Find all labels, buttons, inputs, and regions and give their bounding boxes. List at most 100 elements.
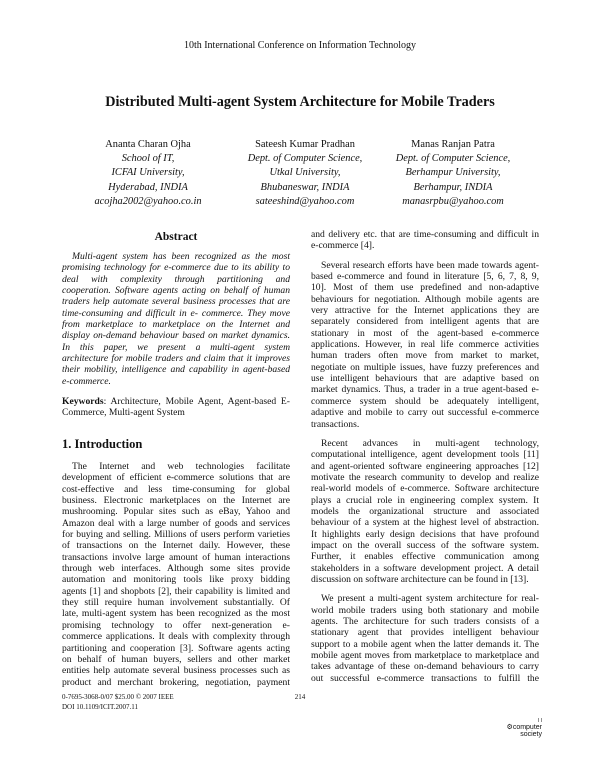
conference-header: 10th International Conference on Informa… [183, 40, 417, 51]
text-line: traders help automate several business p… [62, 296, 290, 308]
author-affiliation: Berhampur, INDIA [413, 181, 493, 193]
keywords-line: : Architecture, Mobile Agent, Agent-base… [103, 396, 290, 407]
text-line: deal with complexity through partitionin… [62, 273, 290, 285]
text-line: mushrooming. Popular sites such as eBay,… [62, 506, 290, 518]
text-line: In this paper, we present a multi-agent … [62, 341, 290, 353]
text-line: display on-demand behaviour based on mar… [62, 330, 290, 342]
text-line: 10]. Most of them use predefined and non… [311, 282, 539, 294]
computer-society-logo: I I ⚙computer society [490, 718, 542, 738]
text-line: behaviours for negotiation. Although mob… [311, 293, 539, 305]
text-line: very attractive for the Internet applica… [311, 305, 539, 317]
paragraph: We present a multi-agent system architec… [311, 593, 539, 684]
text-line: use intelligent behaviours that are adap… [311, 373, 539, 385]
text-line: agents [1] and shopbots [2], their capab… [62, 585, 290, 597]
text-line: market dynamics. Thus, a trader in a tru… [311, 384, 539, 396]
author-affiliation: Dept. of Computer Science, [395, 153, 511, 165]
text-line: late, multi-agent system has been recogn… [62, 608, 290, 620]
text-line: plays a crucial role in engineering comp… [311, 494, 539, 506]
text-line: computational intelligence, agent develo… [311, 449, 539, 461]
text-line: stationary in most of the agent-based e-… [311, 327, 539, 339]
text-line: of transactions on the Internet daily. H… [62, 540, 290, 552]
text-line: world mobile traders using both stationa… [311, 604, 539, 616]
text-line: time-consuming and difficult in e- comme… [62, 307, 290, 319]
text-line: stakeholders in a software development p… [311, 562, 539, 574]
text-line: and agent-oriented software engineering … [311, 460, 539, 472]
text-line: real-world models of e-commerce. Softwar… [311, 483, 539, 495]
author-affiliation: Bhubaneswar, INDIA [260, 181, 350, 193]
paragraph: Several research efforts have been made … [311, 260, 539, 430]
abstract-body: Multi-agent system has been recognized a… [62, 251, 290, 387]
text-line: models the organizational structure and … [311, 505, 539, 517]
paragraph: Multi-agent system has been recognized a… [62, 251, 290, 387]
text-line: partitioning and cooperation [3]. Softwa… [62, 642, 290, 654]
footer-isbn: 0-7695-3068-0/07 $25.00 © 2007 IEEE [62, 693, 174, 701]
author-affiliation: ICFAI University, [111, 167, 185, 179]
text-line: cost-effective and less time-consuming f… [62, 483, 290, 495]
footer-doi: DOI 10.1109/ICIT.2007.11 [62, 703, 138, 711]
text-line: stationary agent that provides intellige… [311, 627, 539, 639]
author-name: Sateesh Kumar Pradhan [255, 139, 355, 150]
abstract-heading: Abstract [154, 231, 198, 243]
paragraph: The Internet and web technologies facili… [62, 461, 290, 688]
author-email[interactable]: acojha2002@yahoo.co.in [94, 195, 202, 207]
author-email[interactable]: manasrpbu@yahoo.com [402, 195, 504, 207]
text-line: Multi-agent system has been recognized a… [72, 251, 290, 262]
text-line: they still require human involvement sub… [62, 597, 290, 609]
text-line: mobile agent moves from marketplace to m… [311, 650, 539, 662]
footer-left: 0-7695-3068-0/07 $25.00 © 2007 IEEE DOI … [62, 692, 174, 712]
text-line: separately considered from intelligent a… [311, 316, 539, 328]
author-email[interactable]: sateeshind@yahoo.com [255, 195, 355, 207]
text-line: from marketplace to marketplace on the I… [62, 319, 290, 331]
gear-icon: ⚙ [506, 724, 513, 731]
introduction-right-column: and delivery etc. that are time-consumin… [311, 229, 539, 684]
text-line: e-commerce. [62, 375, 111, 387]
text-line: business. Electronic marketplaces on the… [62, 495, 290, 507]
text-line: commerce applications. It deals with com… [62, 631, 290, 643]
logo-word: computer [512, 724, 542, 731]
page-number: 214 [294, 693, 306, 701]
author-block: Ananta Charan Ojha School of IT, ICFAI Uni… [63, 138, 233, 209]
text-line: transactions involve large amount of hum… [62, 551, 290, 563]
author-block: Sateesh Kumar Pradhan Dept. of Computer S… [220, 138, 390, 209]
keywords-line: Commerce, Multi-agent System [62, 407, 185, 419]
text-line: human traders often move from market to … [311, 350, 539, 362]
text-line: their mobility, intelligence and capabil… [62, 364, 290, 376]
paper-title: Distributed Multi-agent System Architect… [105, 94, 495, 110]
text-line: discussion on software architecture can … [311, 573, 529, 585]
text-line: e-commerce [4]. [311, 240, 375, 252]
text-line: product and merchant brokering, negotiat… [62, 676, 290, 688]
author-affiliation: Hyderabad, INDIA [108, 181, 188, 193]
author-block: Manas Ranjan Patra Dept. of Computer Scie… [368, 138, 538, 209]
text-line: for buying and selling. Millions of user… [62, 529, 290, 541]
author-name: Ananta Charan Ojha [105, 139, 191, 150]
text-line: entities help automate several business … [62, 665, 290, 677]
text-line: transactions. [311, 418, 360, 430]
text-line: Recent advances in multi-agent technolog… [321, 437, 539, 449]
text-line: on behalf of human buyers, sellers and o… [62, 653, 290, 665]
text-line: Amazon deal with a large number of goods… [62, 517, 290, 529]
paragraph: and delivery etc. that are time-consumin… [311, 229, 539, 252]
introduction-left-column: The Internet and web technologies facili… [62, 461, 290, 688]
text-line: behaviour of a system at the highest lev… [311, 517, 539, 529]
text-line: The Internet and web technologies facili… [72, 461, 290, 472]
text-line: Further, it enables effective communicat… [311, 551, 539, 563]
text-line: promising technology to offer next-gener… [62, 619, 290, 631]
text-line: agents. The architecture for such trader… [311, 616, 539, 627]
author-affiliation: Berhampur University, [405, 167, 501, 179]
text-line: motivate the research community to devel… [311, 471, 539, 483]
text-line: negotiate on multiple issues, have fuzzy… [311, 361, 539, 373]
author-affiliation: School of IT, [121, 153, 175, 165]
text-line: automation and monitoring tools like pro… [62, 574, 290, 586]
text-line: development of efficient e-commerce solu… [62, 472, 290, 484]
text-line: impact on the overall success of the sof… [311, 539, 539, 551]
logo-word: society [520, 731, 542, 738]
text-line: architecture for mobile traders and clai… [62, 353, 290, 365]
text-line: support to a mobile agent when the latte… [311, 638, 539, 650]
text-line: and delivery etc. that are time-consumin… [311, 229, 539, 240]
text-line: cooperation. Software agents acting on b… [62, 285, 290, 297]
text-line: out successful e-commerce transactions t… [311, 672, 539, 684]
author-name: Manas Ranjan Patra [411, 139, 495, 150]
text-line: adaptive and mobile to carry out success… [311, 407, 539, 419]
author-affiliation: Utkal University, [269, 167, 341, 179]
introduction-heading: 1. Introduction [62, 437, 143, 451]
